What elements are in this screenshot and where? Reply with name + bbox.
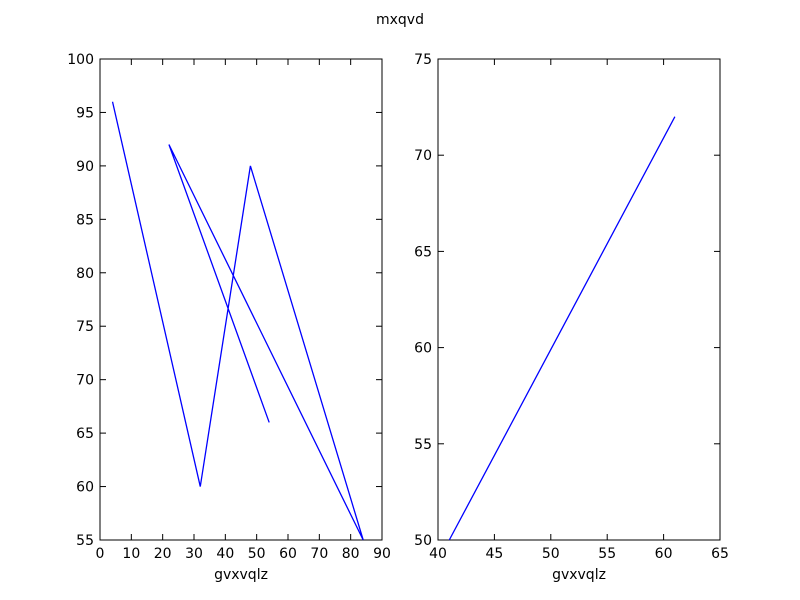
y-tick-label: 70 bbox=[414, 148, 432, 164]
y-tick-label: 65 bbox=[414, 244, 432, 260]
x-tick-label: 60 bbox=[279, 546, 297, 562]
subplot-left: 0 10 20 30 40 50 60 70 80 90 55 60 65 70 75 80 85 90 95 100… bbox=[67, 52, 391, 583]
x-tick-label: 55 bbox=[598, 546, 616, 562]
tick-group: 40 45 50 55 60 65 50 55 60 65 70 75 bbox=[414, 52, 729, 562]
y-tick-label: 55 bbox=[414, 437, 432, 453]
x-tick-label: 0 bbox=[96, 546, 105, 562]
y-tick-label: 90 bbox=[76, 159, 94, 175]
tick-group: 0 10 20 30 40 50 60 70 80 90 55 60 65 70 75 80 85 90 95 100 bbox=[67, 52, 391, 562]
x-tick-label: 65 bbox=[711, 546, 729, 562]
y-tick-label: 95 bbox=[76, 105, 94, 121]
x-tick-label: 40 bbox=[216, 546, 234, 562]
figure-title: mxqvd bbox=[376, 12, 424, 28]
y-tick-label: 55 bbox=[76, 533, 94, 549]
plot-frame bbox=[99, 58, 383, 541]
x-tick-label: 80 bbox=[342, 546, 360, 562]
x-tick-label: 50 bbox=[248, 546, 266, 562]
y-tick-label: 100 bbox=[67, 52, 94, 68]
x-tick-label: 10 bbox=[122, 546, 140, 562]
x-tick-label: 60 bbox=[655, 546, 673, 562]
x-tick-label: 50 bbox=[542, 546, 560, 562]
plot-frame bbox=[437, 58, 721, 541]
x-tick-label: 30 bbox=[185, 546, 203, 562]
x-tick-label: 40 bbox=[429, 546, 447, 562]
y-tick-label: 70 bbox=[76, 373, 94, 389]
y-tick-label: 60 bbox=[76, 480, 94, 496]
x-tick-label: 20 bbox=[154, 546, 172, 562]
y-tick-label: 65 bbox=[76, 426, 94, 442]
x-axis-label: gvxvqlz bbox=[552, 567, 606, 583]
y-tick-label: 50 bbox=[414, 533, 432, 549]
x-tick-label: 90 bbox=[373, 546, 391, 562]
x-tick-label: 45 bbox=[485, 546, 503, 562]
x-tick-label: 70 bbox=[310, 546, 328, 562]
y-tick-label: 75 bbox=[414, 52, 432, 68]
x-axis-label: gvxvqlz bbox=[214, 567, 268, 583]
y-tick-label: 80 bbox=[76, 266, 94, 282]
series-line bbox=[111, 101, 364, 541]
subplot-right: 40 45 50 55 60 65 50 55 60 65 70 75 gvxvqlz bbox=[414, 52, 729, 583]
series-line bbox=[448, 116, 676, 541]
y-tick-label: 60 bbox=[414, 341, 432, 357]
y-tick-label: 85 bbox=[76, 212, 94, 228]
y-tick-label: 75 bbox=[76, 319, 94, 335]
